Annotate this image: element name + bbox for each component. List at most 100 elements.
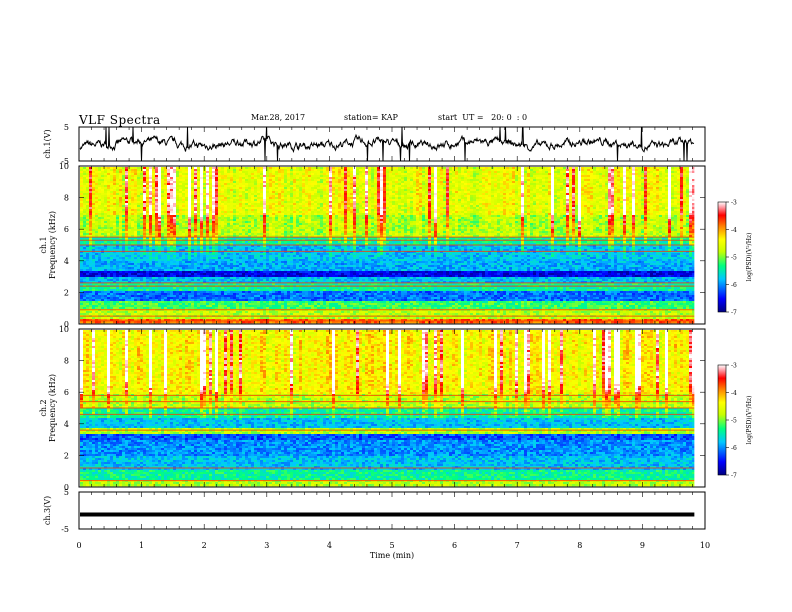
- ch1-spectrogram-cell: [92, 297, 95, 299]
- ch1-spectrogram-cell: [149, 225, 152, 227]
- ch1-spectrogram-cell: [119, 303, 122, 305]
- ch1-spectrogram-cell: [137, 205, 140, 207]
- ch1-spectrogram-cell: [104, 247, 107, 249]
- ch1-spectrogram-cell: [113, 317, 116, 319]
- ch1-spectrogram-cell: [140, 275, 143, 277]
- ch1-spectrogram-cell: [140, 257, 143, 259]
- ch1-spectrogram-cell: [143, 225, 146, 227]
- ch1-spectrogram-cell: [131, 197, 134, 199]
- ch1-spectrogram-cell: [125, 267, 128, 269]
- ch1-spectrogram-cell: [116, 201, 119, 203]
- ch1-spectrogram-cell: [137, 247, 140, 249]
- ch1-spectrogram-cell: [101, 247, 104, 249]
- ch1-spectrogram-cell: [128, 279, 131, 281]
- ch1-spectrogram-cell: [86, 171, 89, 173]
- ch1-spectrogram-cell: [140, 215, 143, 217]
- ch1-spectrogram-cell: [107, 191, 110, 193]
- ch1-spectrogram-cell: [122, 179, 125, 181]
- ch1-spectrogram-cell: [140, 207, 143, 209]
- ch1-spectrogram-cell: [128, 257, 131, 259]
- ch1-spectrogram-cell: [131, 241, 134, 243]
- ch1-spectrogram-cell: [113, 295, 116, 297]
- ch1-spectrogram-cell: [131, 233, 134, 235]
- ch1-spectrogram-cell: [80, 183, 83, 185]
- ch1-spectrogram-cell: [98, 301, 101, 303]
- ch1-spectrogram-cell: [89, 295, 92, 297]
- ch1-spectrogram-cell: [131, 305, 134, 307]
- ch1-spectrogram-cell: [107, 181, 110, 183]
- ch1-spectrogram-cell: [134, 199, 137, 201]
- ch1-spectrogram-cell: [89, 211, 92, 213]
- ch1-spectrogram-cell: [143, 277, 146, 279]
- ch1-spectrogram-cell: [119, 233, 122, 235]
- ch1-spectrogram-cell: [101, 189, 104, 191]
- ch1-spectrogram-cell: [140, 255, 143, 257]
- ch1-spectrogram-cell: [92, 275, 95, 277]
- ch1-spectrogram-cell: [98, 307, 101, 309]
- ch1-spectrogram-cell: [140, 307, 143, 309]
- ch1-spectrogram-cell: [119, 215, 122, 217]
- ch1-spectrogram-cell: [92, 263, 95, 265]
- ch1-spectrogram-cell: [134, 227, 137, 229]
- ch1-spectrogram-cell: [119, 221, 122, 223]
- ch1-spectrogram-cell: [125, 269, 128, 271]
- ch1-spectrogram-cell: [83, 269, 86, 271]
- ch1-spectrogram-cell: [83, 233, 86, 235]
- ch1-spectrogram-cell: [143, 223, 146, 225]
- ch1-spectrogram-cell: [80, 313, 83, 315]
- ch1-spectrogram-cell: [125, 225, 128, 227]
- ch1-spectrogram-cell: [146, 299, 149, 301]
- ch1-spectrogram-cell: [125, 317, 128, 319]
- ch1-spectrogram-cell: [110, 217, 113, 219]
- ch1-spectrogram-cell: [140, 253, 143, 255]
- ch1-spectrogram-cell: [104, 221, 107, 223]
- ch1-spectrogram-cell: [119, 317, 122, 319]
- ch1-spectrogram-cell: [143, 213, 146, 215]
- ch1-spectrogram-cell: [110, 191, 113, 193]
- ch1-spectrogram-cell: [89, 257, 92, 259]
- ch1-spectrogram-cell: [110, 179, 113, 181]
- ch1-spectrogram-cell: [146, 317, 149, 319]
- ch1-spectrogram-cell: [134, 217, 137, 219]
- ch1-spectrogram-cell: [146, 259, 149, 261]
- ch1-spectrogram-cell: [98, 223, 101, 225]
- ch1-spectrogram-cell: [98, 203, 101, 205]
- ch1-spectrogram-cell: [113, 215, 116, 217]
- ch1-spectrogram-cell: [80, 287, 83, 289]
- ch1-spectrogram-cell: [122, 303, 125, 305]
- ch1-spectrogram-cell: [83, 311, 86, 313]
- ch1-spectrogram-cell: [86, 287, 89, 289]
- ch1-spectrogram-cell: [86, 191, 89, 193]
- ch1-spectrogram-cell: [98, 197, 101, 199]
- ch1-spectrogram-cell: [137, 191, 140, 193]
- ch1-spectrogram-cell: [110, 227, 113, 229]
- ch1-spectrogram-cell: [110, 311, 113, 313]
- ch1-spectrogram-cell: [125, 241, 128, 243]
- ch1-spectrogram-cell: [149, 181, 152, 183]
- ch1-spectrogram-cell: [113, 301, 116, 303]
- ch1-spectrogram-cell: [92, 167, 95, 169]
- ch1-spectrogram-cell: [107, 253, 110, 255]
- ch1-spectrogram-cell: [140, 175, 143, 177]
- ch1-spectrogram-cell: [149, 185, 152, 187]
- ch1-spectrogram-cell: [98, 231, 101, 233]
- ch1-spectrogram-cell: [110, 255, 113, 257]
- ch1-spectrogram-cell: [143, 179, 146, 181]
- ch1-spectrogram-cell: [86, 189, 89, 191]
- ch1-spectrogram-cell: [125, 227, 128, 229]
- ch1-spectrogram-cell: [131, 299, 134, 301]
- ch1-waveform-frame: [79, 127, 705, 161]
- ch1-spectrogram-cell: [119, 287, 122, 289]
- ch1-spectrogram-cell: [128, 269, 131, 271]
- ch1-spectrogram-cell: [125, 213, 128, 215]
- ch1-spectrogram-cell: [143, 257, 146, 259]
- ch1-spectrogram-cell: [134, 305, 137, 307]
- ch1-spectrogram-cell: [98, 269, 101, 271]
- ch1-spectrogram-cell: [116, 203, 119, 205]
- ch1-spectrogram-cell: [95, 181, 98, 183]
- ch1-spectrogram-cell: [89, 267, 92, 269]
- ch1-spectrogram-cell: [86, 201, 89, 203]
- ch1-spectrogram-cell: [92, 181, 95, 183]
- ch1-spectrogram-cell: [104, 175, 107, 177]
- ch1-spectrogram-cell: [128, 175, 131, 177]
